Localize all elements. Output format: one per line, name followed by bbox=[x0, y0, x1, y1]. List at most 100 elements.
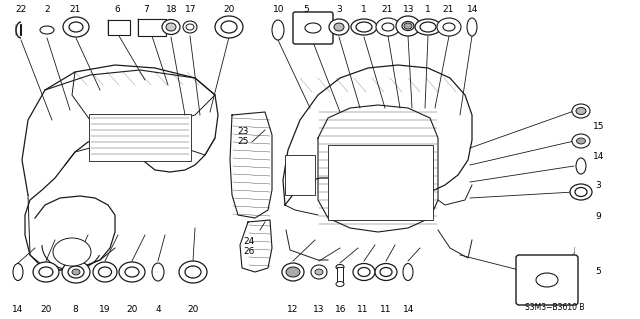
Ellipse shape bbox=[329, 19, 349, 35]
Ellipse shape bbox=[577, 138, 586, 144]
Text: 4: 4 bbox=[156, 305, 161, 314]
Ellipse shape bbox=[33, 262, 59, 282]
Ellipse shape bbox=[376, 18, 400, 36]
Ellipse shape bbox=[576, 158, 586, 174]
Ellipse shape bbox=[404, 23, 412, 29]
Ellipse shape bbox=[40, 26, 54, 34]
Ellipse shape bbox=[185, 266, 201, 278]
Ellipse shape bbox=[53, 238, 91, 266]
Text: 10: 10 bbox=[273, 4, 284, 13]
Text: 26: 26 bbox=[243, 248, 255, 256]
Bar bbox=[328, 145, 433, 220]
Text: 19: 19 bbox=[99, 305, 110, 314]
Ellipse shape bbox=[403, 263, 413, 280]
Text: 1: 1 bbox=[425, 4, 430, 13]
Bar bbox=[285, 155, 315, 195]
Text: 15: 15 bbox=[593, 122, 604, 131]
Ellipse shape bbox=[336, 264, 344, 270]
Text: 11: 11 bbox=[380, 305, 391, 314]
Ellipse shape bbox=[69, 22, 83, 32]
Ellipse shape bbox=[334, 23, 344, 31]
Ellipse shape bbox=[286, 267, 300, 277]
FancyBboxPatch shape bbox=[89, 114, 191, 161]
Ellipse shape bbox=[402, 21, 414, 31]
Ellipse shape bbox=[315, 269, 323, 275]
Text: 22: 22 bbox=[15, 4, 27, 13]
Ellipse shape bbox=[162, 19, 180, 34]
Ellipse shape bbox=[63, 17, 89, 37]
Text: 20: 20 bbox=[127, 305, 138, 314]
Bar bbox=[138, 19, 166, 36]
Text: 13: 13 bbox=[313, 305, 324, 314]
Ellipse shape bbox=[282, 263, 304, 281]
Ellipse shape bbox=[572, 104, 590, 118]
Text: 8: 8 bbox=[73, 305, 78, 314]
Ellipse shape bbox=[415, 19, 441, 35]
Ellipse shape bbox=[358, 268, 370, 277]
Ellipse shape bbox=[575, 188, 587, 197]
Bar bbox=[337, 267, 343, 285]
Ellipse shape bbox=[166, 23, 176, 31]
Ellipse shape bbox=[396, 16, 420, 36]
Ellipse shape bbox=[152, 263, 164, 281]
Text: 13: 13 bbox=[403, 4, 414, 13]
Text: 1: 1 bbox=[361, 4, 366, 13]
Ellipse shape bbox=[39, 267, 53, 277]
Text: 24: 24 bbox=[243, 238, 255, 247]
Text: S3M3−B3610 B: S3M3−B3610 B bbox=[525, 303, 585, 313]
Ellipse shape bbox=[125, 267, 139, 277]
Ellipse shape bbox=[99, 267, 111, 277]
Ellipse shape bbox=[356, 22, 372, 32]
Ellipse shape bbox=[311, 265, 327, 279]
Ellipse shape bbox=[351, 19, 377, 35]
Text: 16: 16 bbox=[335, 305, 346, 314]
Ellipse shape bbox=[570, 184, 592, 200]
Bar bbox=[108, 20, 130, 35]
Ellipse shape bbox=[572, 134, 590, 148]
Ellipse shape bbox=[215, 16, 243, 38]
Text: 21: 21 bbox=[70, 4, 81, 13]
Ellipse shape bbox=[420, 22, 436, 32]
Text: 3: 3 bbox=[337, 4, 342, 13]
Ellipse shape bbox=[443, 23, 455, 31]
Ellipse shape bbox=[186, 24, 194, 30]
Ellipse shape bbox=[62, 261, 90, 283]
Text: 18: 18 bbox=[166, 4, 177, 13]
Ellipse shape bbox=[93, 262, 117, 282]
FancyBboxPatch shape bbox=[293, 12, 333, 44]
Text: 14: 14 bbox=[593, 152, 604, 161]
Text: 7: 7 bbox=[143, 4, 148, 13]
Ellipse shape bbox=[305, 23, 321, 33]
Ellipse shape bbox=[72, 269, 80, 275]
Text: 2: 2 bbox=[44, 4, 49, 13]
Text: 20: 20 bbox=[188, 305, 199, 314]
Ellipse shape bbox=[380, 268, 392, 277]
Ellipse shape bbox=[375, 263, 397, 280]
Text: 20: 20 bbox=[223, 4, 235, 13]
Text: 20: 20 bbox=[40, 305, 52, 314]
Text: 9: 9 bbox=[596, 212, 601, 221]
Ellipse shape bbox=[382, 23, 394, 31]
Text: 11: 11 bbox=[357, 305, 369, 314]
Text: 14: 14 bbox=[403, 305, 414, 314]
Ellipse shape bbox=[119, 262, 145, 282]
Text: 21: 21 bbox=[381, 4, 393, 13]
Ellipse shape bbox=[13, 263, 23, 280]
Text: 5: 5 bbox=[595, 268, 601, 277]
Text: 23: 23 bbox=[237, 128, 249, 137]
Text: 6: 6 bbox=[115, 4, 120, 13]
FancyBboxPatch shape bbox=[516, 255, 578, 305]
Text: 17: 17 bbox=[185, 4, 196, 13]
Ellipse shape bbox=[68, 266, 84, 278]
Ellipse shape bbox=[183, 21, 197, 33]
Text: 3: 3 bbox=[596, 181, 601, 189]
Ellipse shape bbox=[437, 18, 461, 36]
Text: 25: 25 bbox=[237, 137, 249, 146]
Ellipse shape bbox=[353, 263, 375, 280]
Text: 12: 12 bbox=[287, 305, 299, 314]
Ellipse shape bbox=[576, 108, 586, 115]
Text: 21: 21 bbox=[442, 4, 454, 13]
Text: 14: 14 bbox=[467, 4, 478, 13]
Text: 14: 14 bbox=[12, 305, 24, 314]
Ellipse shape bbox=[467, 18, 477, 36]
